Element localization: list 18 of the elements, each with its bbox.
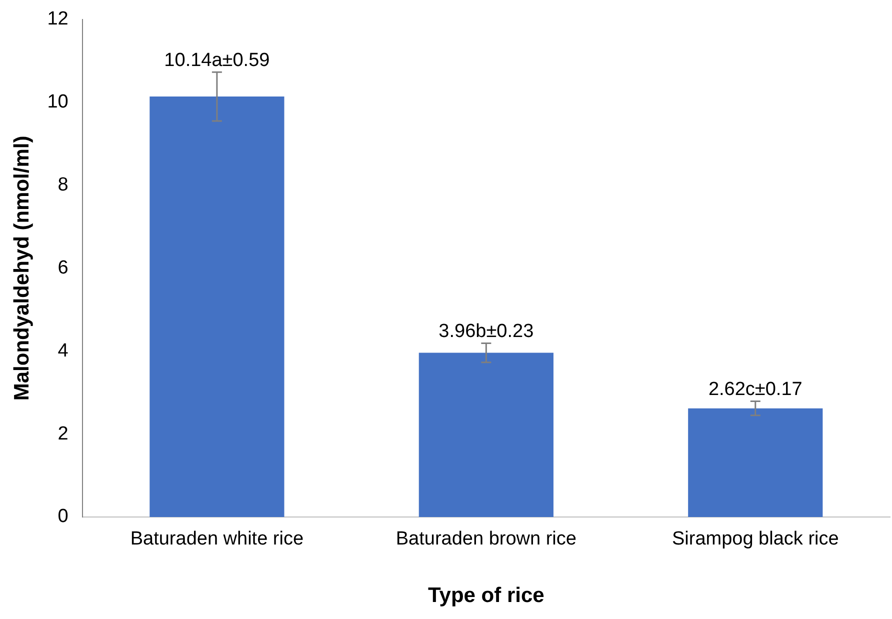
y-tick-label: 8 [58,174,68,196]
y-tick-label: 4 [58,340,69,362]
x-tick-label: Baturaden white rice [130,528,304,550]
x-axis-title: Type of rice [428,584,544,608]
annotation: 2.62c±0.17 [708,379,802,400]
bar [688,408,823,517]
annotation: 3.96b±0.23 [438,320,534,342]
y-tick-label: 0 [58,506,68,528]
annotation: 10.14a±0.59 [164,50,270,71]
bar [418,352,554,517]
y-tick-label: 6 [58,257,68,278]
x-tick-label: Baturaden brown rice [396,528,576,550]
bar [150,96,284,517]
y-tick-label: 12 [47,8,68,30]
y-axis-title: Malondyaldehyd (nmol/ml) [10,136,34,401]
y-tick-label: 2 [58,423,68,444]
y-tick-label: 10 [47,92,68,113]
x-tick-label: Sirampog black rice [672,528,839,550]
